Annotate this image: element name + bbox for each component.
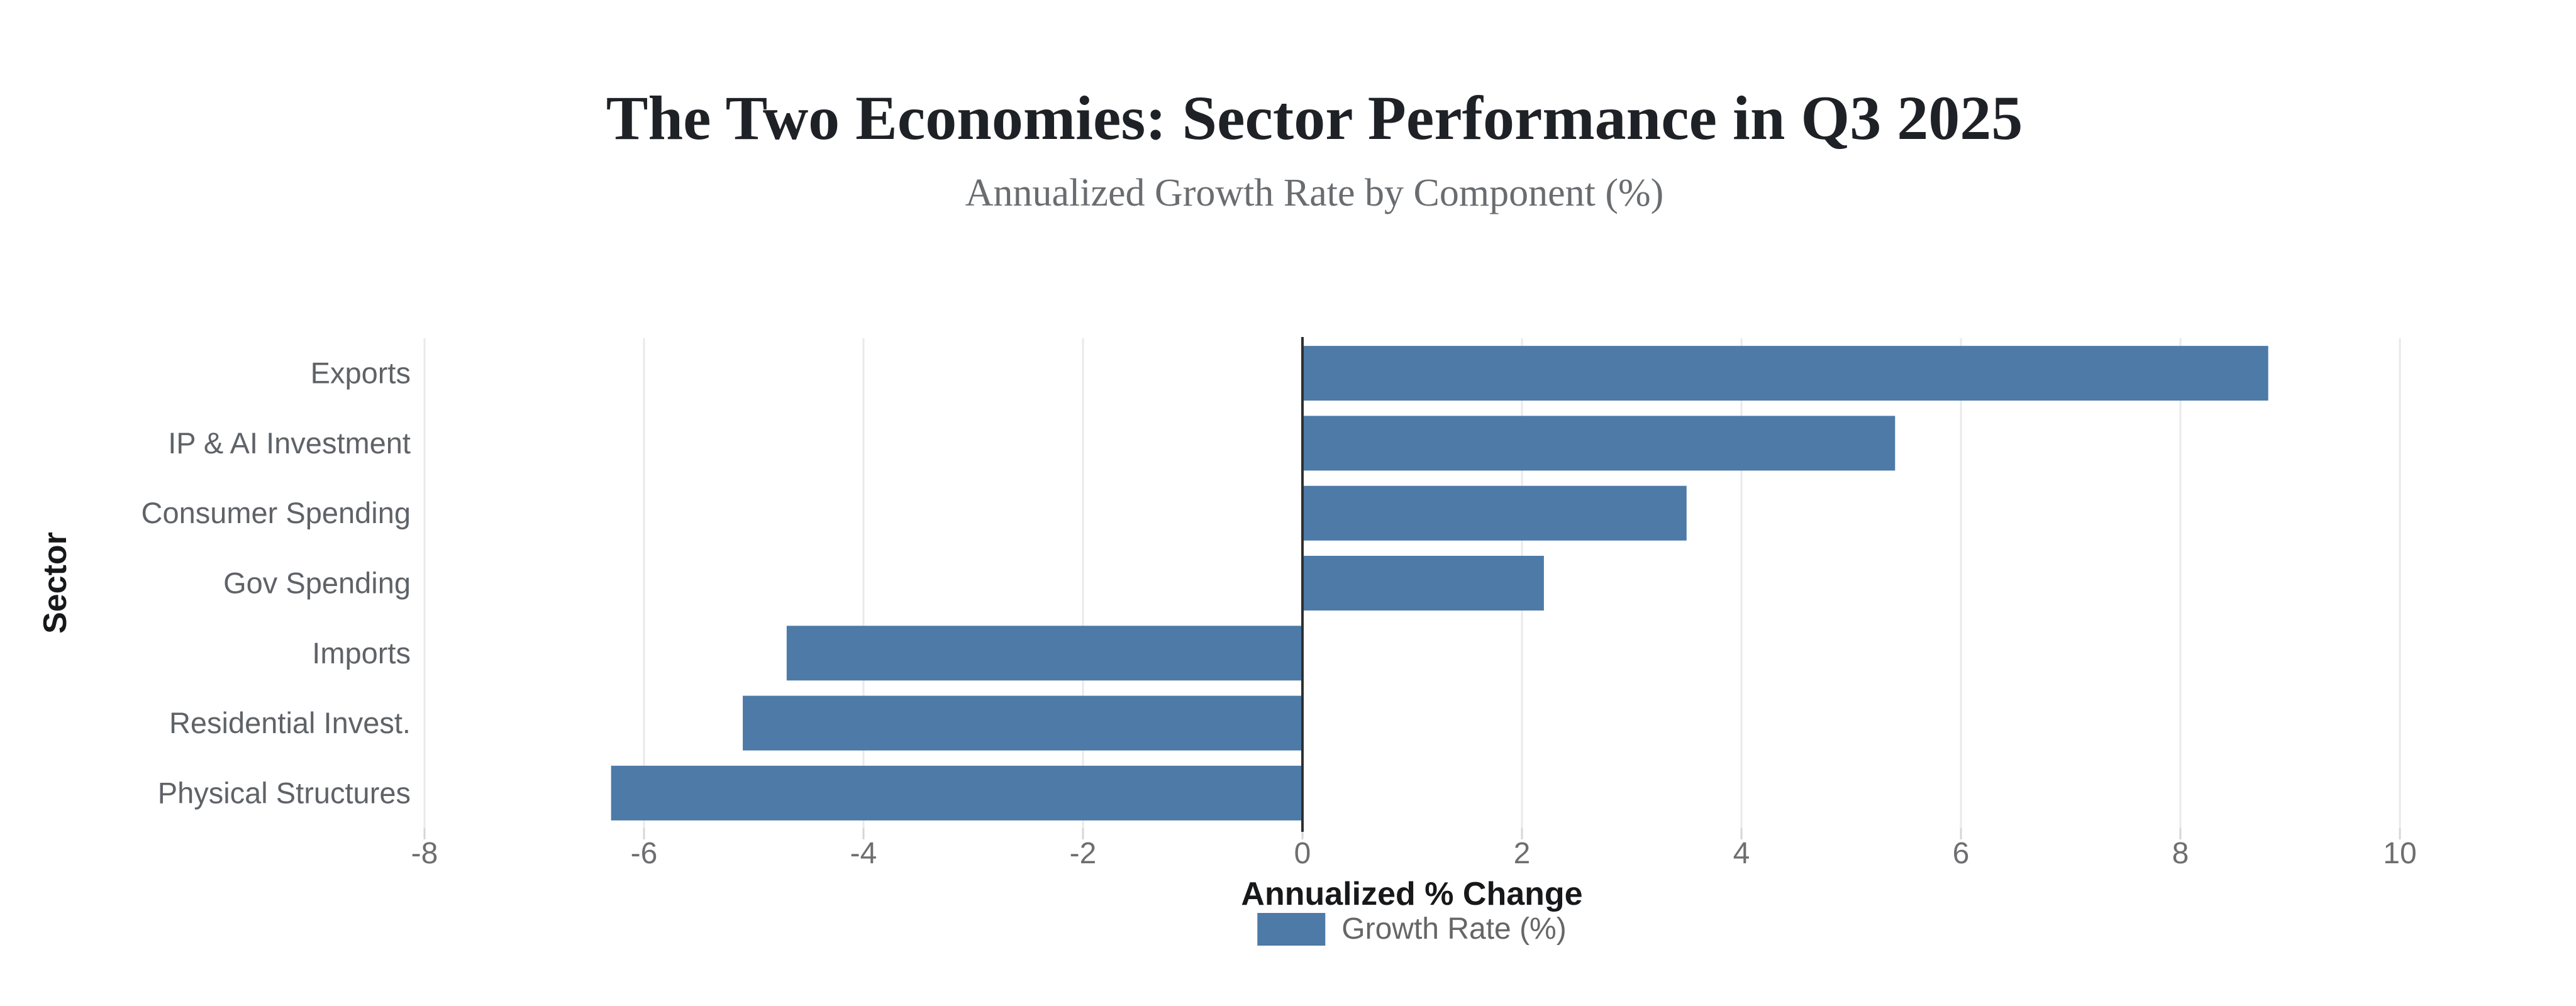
x-tick-label: 8: [2172, 837, 2189, 870]
legend: Growth Rate (%): [1257, 912, 1567, 946]
bar: [611, 765, 1302, 821]
legend-label: Growth Rate (%): [1341, 912, 1567, 946]
bar: [786, 626, 1302, 681]
category-label: Exports: [311, 357, 411, 390]
chart-title: The Two Economies: Sector Performance in…: [606, 83, 2023, 153]
category-label: Imports: [312, 636, 411, 670]
category-label: IP & AI Investment: [168, 426, 411, 460]
category-label: Physical Structures: [158, 776, 411, 809]
x-tick-label: -6: [631, 837, 658, 870]
bar: [743, 695, 1302, 751]
x-tick-label: 6: [1953, 837, 1970, 870]
bar: [1302, 416, 1896, 471]
bar: [1302, 485, 1687, 541]
category-label: Residential Invest.: [169, 706, 411, 739]
x-axis-title: Annualized % Change: [1241, 876, 1583, 912]
x-tick-label: 2: [1514, 837, 1531, 870]
chart-subtitle: Annualized Growth Rate by Component (%): [965, 172, 1664, 214]
x-tick-label: -4: [850, 837, 877, 870]
legend-swatch: [1257, 912, 1326, 946]
bar: [1302, 346, 2268, 401]
category-label: Consumer Spending: [142, 496, 411, 529]
bar: [1302, 556, 1544, 611]
category-label: Gov Spending: [223, 567, 411, 600]
x-tick-label: 10: [2383, 837, 2416, 870]
x-tick-label: 0: [1294, 837, 1311, 870]
x-tick-label: -8: [411, 837, 438, 870]
y-axis-title: Sector: [37, 532, 74, 634]
x-tick-label: 4: [1733, 837, 1750, 870]
x-tick-label: -2: [1070, 837, 1097, 870]
